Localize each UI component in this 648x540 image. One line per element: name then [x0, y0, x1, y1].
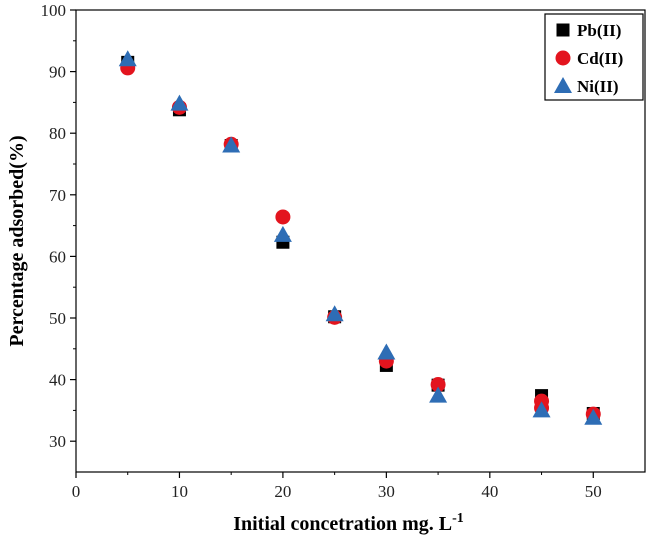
data-marks [118, 50, 603, 425]
y-tick-label: 100 [41, 1, 67, 20]
legend-marker-triangle [554, 77, 572, 93]
legend-marker-square [556, 23, 570, 37]
data-point-triangle [532, 401, 551, 418]
legend-label: Pb(II) [577, 21, 621, 40]
y-tick-label: 80 [49, 124, 66, 143]
x-axis-title: Initial concetration mg. L-1 [233, 511, 464, 535]
data-point-triangle [377, 343, 396, 360]
y-tick-label: 40 [49, 371, 66, 390]
legend-label: Cd(II) [577, 49, 623, 68]
data-point-circle [275, 209, 291, 225]
x-tick-label: 50 [585, 482, 602, 501]
legend-marker-circle [555, 50, 571, 66]
data-point-triangle [325, 305, 344, 322]
data-point-triangle [118, 50, 137, 67]
data-point-triangle [170, 94, 189, 111]
x-tick-label: 10 [171, 482, 188, 501]
x-tick-label: 20 [274, 482, 291, 501]
x-axis-title-text: Initial concetration mg. L [233, 513, 452, 535]
plot-frame [75, 9, 646, 473]
axes: 0 10 20 30 40 50 30 40 50 60 70 80 90 100 Initial conc… [6, 1, 646, 535]
y-tick-label: 50 [49, 309, 66, 328]
y-tick-label: 30 [49, 432, 66, 451]
y-axis-title: Percentage adsorbed(%) [6, 135, 28, 346]
data-point-circle [430, 377, 446, 393]
data-point-triangle [222, 136, 241, 153]
y-tick-label: 90 [49, 63, 66, 82]
data-point-triangle [273, 225, 292, 242]
x-tick-label: 30 [378, 482, 395, 501]
data-point-triangle [429, 386, 448, 403]
x-tick-label: 40 [481, 482, 498, 501]
data-point-triangle [584, 408, 603, 425]
x-axis-title-superscript: -1 [452, 511, 464, 526]
y-tick-label: 60 [49, 247, 66, 266]
x-tick-label: 0 [72, 482, 81, 501]
y-tick-label: 70 [49, 186, 66, 205]
series-triangle-group [118, 50, 603, 425]
legend: Pb(II) Cd(II) Ni(II) [544, 13, 644, 101]
legend-label: Ni(II) [577, 77, 619, 96]
